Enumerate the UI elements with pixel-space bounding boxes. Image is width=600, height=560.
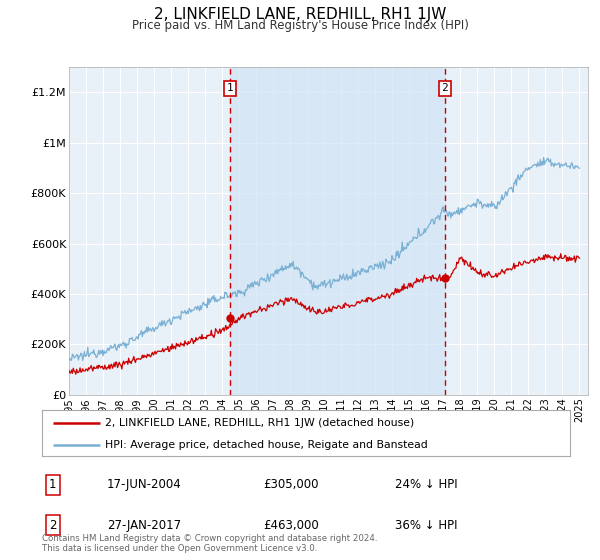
Text: HPI: Average price, detached house, Reigate and Banstead: HPI: Average price, detached house, Reig…	[106, 440, 428, 450]
Text: 2, LINKFIELD LANE, REDHILL, RH1 1JW: 2, LINKFIELD LANE, REDHILL, RH1 1JW	[154, 7, 446, 22]
Text: 1: 1	[49, 478, 56, 492]
Text: 17-JUN-2004: 17-JUN-2004	[107, 478, 182, 492]
Text: 1: 1	[227, 83, 233, 94]
Text: £463,000: £463,000	[263, 519, 319, 532]
Text: 2: 2	[49, 519, 56, 532]
Bar	[230, 67, 445, 395]
Text: Price paid vs. HM Land Registry's House Price Index (HPI): Price paid vs. HM Land Registry's House …	[131, 19, 469, 32]
Text: Contains HM Land Registry data © Crown copyright and database right 2024.
This d: Contains HM Land Registry data © Crown c…	[42, 534, 377, 553]
Text: £305,000: £305,000	[263, 478, 319, 492]
Text: 2: 2	[442, 83, 448, 94]
Text: 2, LINKFIELD LANE, REDHILL, RH1 1JW (detached house): 2, LINKFIELD LANE, REDHILL, RH1 1JW (det…	[106, 418, 415, 428]
Text: 24% ↓ HPI: 24% ↓ HPI	[395, 478, 457, 492]
Text: 27-JAN-2017: 27-JAN-2017	[107, 519, 181, 532]
Text: 36% ↓ HPI: 36% ↓ HPI	[395, 519, 457, 532]
